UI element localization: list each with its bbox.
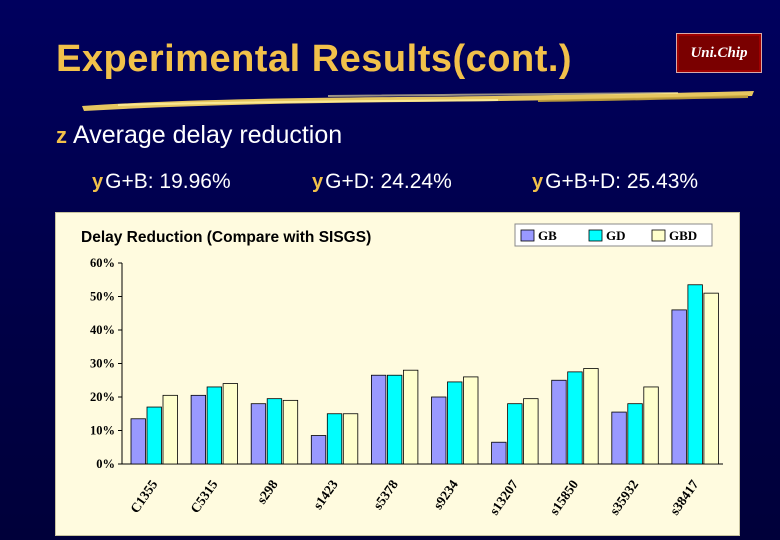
bar-gbd-s9234 bbox=[463, 376, 479, 465]
sub-bullet-glyph-icon: y bbox=[92, 170, 104, 193]
x-tick-label: s1423 bbox=[310, 477, 341, 512]
bar-gb-s15850 bbox=[551, 379, 567, 465]
unichip-logo: Uni.Chip bbox=[676, 33, 762, 73]
bar-gb-s35932 bbox=[611, 411, 627, 465]
bar-gbd-s38417 bbox=[703, 292, 719, 465]
y-tick-label: 0% bbox=[96, 457, 115, 471]
x-axis: C1355 C5315 s298 s1423 s5378 s9234 s13207 s1585… bbox=[127, 477, 701, 518]
bar-gbd-s298 bbox=[282, 399, 299, 465]
sub-bullet-text: G+B+D: 25.43% bbox=[545, 170, 699, 193]
legend-swatch-gb bbox=[520, 229, 535, 242]
bar-gbd-s13207 bbox=[523, 398, 539, 465]
x-tick-label: s5378 bbox=[370, 477, 401, 512]
sub-bullet-text: G+B: 19.96% bbox=[105, 170, 231, 193]
bar-gbd-s15850 bbox=[583, 368, 599, 465]
bar-gd-s13207 bbox=[507, 403, 523, 465]
bullet-average-delay: z Average delay reduction bbox=[56, 121, 342, 150]
bar-gd-s38417 bbox=[687, 284, 703, 465]
y-tick-label: 30% bbox=[90, 357, 115, 371]
sub-bullet-gbd: y G+B+D: 25.43% bbox=[532, 170, 698, 194]
bar-gd-c5315 bbox=[206, 386, 223, 465]
bar-gb-s298 bbox=[250, 403, 267, 465]
bullet-glyph-icon: z bbox=[56, 122, 67, 148]
legend-label-gd: GD bbox=[606, 228, 626, 243]
bar-gd-s5378 bbox=[386, 374, 403, 465]
bullet-text: Average delay reduction bbox=[73, 121, 343, 149]
bar-gbd-c1355 bbox=[162, 394, 178, 465]
bar-gb-s9234 bbox=[431, 396, 447, 465]
y-tick-label: 40% bbox=[90, 323, 115, 337]
sub-bullet-gd: y G+D: 24.24% bbox=[312, 170, 452, 194]
bar-gd-s1423 bbox=[326, 413, 343, 465]
legend-label-gbd: GBD bbox=[669, 228, 697, 243]
legend-swatch-gd bbox=[588, 229, 603, 242]
bar-gb-c1355 bbox=[130, 418, 146, 465]
x-tick-label: C1355 bbox=[127, 477, 161, 516]
y-tick-label: 60% bbox=[90, 256, 115, 270]
bar-gb-s38417 bbox=[671, 309, 687, 465]
bar-gbd-s1423 bbox=[342, 413, 359, 465]
sub-bullet-glyph-icon: y bbox=[532, 170, 544, 193]
bar-gd-c1355 bbox=[146, 406, 162, 465]
legend-swatch-gbd bbox=[651, 229, 666, 242]
title-underline-brush bbox=[82, 91, 754, 111]
logo-text: Uni.Chip bbox=[690, 44, 748, 61]
bar-gb-s5378 bbox=[370, 374, 387, 465]
y-axis: 0% 10% 20% 30% 40% 50% 60% bbox=[90, 256, 723, 471]
x-tick-label: s13207 bbox=[486, 477, 521, 518]
bar-gd-s298 bbox=[266, 398, 283, 465]
bars bbox=[130, 284, 719, 465]
x-tick-label: C5315 bbox=[187, 477, 221, 516]
x-tick-label: s38417 bbox=[667, 477, 702, 518]
bar-gb-s13207 bbox=[491, 441, 507, 465]
sub-bullet-gb: y G+B: 19.96% bbox=[92, 170, 231, 194]
y-tick-label: 10% bbox=[90, 424, 115, 438]
y-tick-label: 20% bbox=[90, 390, 115, 404]
bar-gd-s9234 bbox=[447, 381, 463, 465]
chart-legend: GB GD GBD bbox=[514, 223, 713, 247]
bar-gb-c5315 bbox=[190, 394, 207, 465]
slide-title: Experimental Results(cont.) bbox=[56, 38, 573, 80]
bar-gd-s35932 bbox=[627, 403, 643, 465]
bar-gd-s15850 bbox=[567, 371, 583, 465]
bar-gbd-s5378 bbox=[402, 369, 419, 465]
y-tick-label: 50% bbox=[90, 290, 115, 304]
sub-bullet-glyph-icon: y bbox=[312, 170, 324, 193]
chart-canvas: Delay Reduction (Compare with SISGS) GB G… bbox=[81, 223, 723, 518]
x-tick-label: s9234 bbox=[430, 477, 461, 512]
delay-reduction-chart: Delay Reduction (Compare with SISGS) GB G… bbox=[55, 212, 740, 536]
x-tick-label: s35932 bbox=[607, 477, 642, 518]
sub-bullet-text: G+D: 24.24% bbox=[325, 170, 452, 193]
x-tick-label: s298 bbox=[254, 477, 281, 507]
x-tick-label: s15850 bbox=[547, 477, 582, 518]
legend-label-gb: GB bbox=[538, 228, 557, 243]
bar-gbd-s35932 bbox=[643, 386, 659, 465]
bar-gb-s1423 bbox=[310, 435, 327, 465]
bar-gbd-c5315 bbox=[222, 383, 239, 465]
chart-title: Delay Reduction (Compare with SISGS) bbox=[81, 229, 371, 246]
